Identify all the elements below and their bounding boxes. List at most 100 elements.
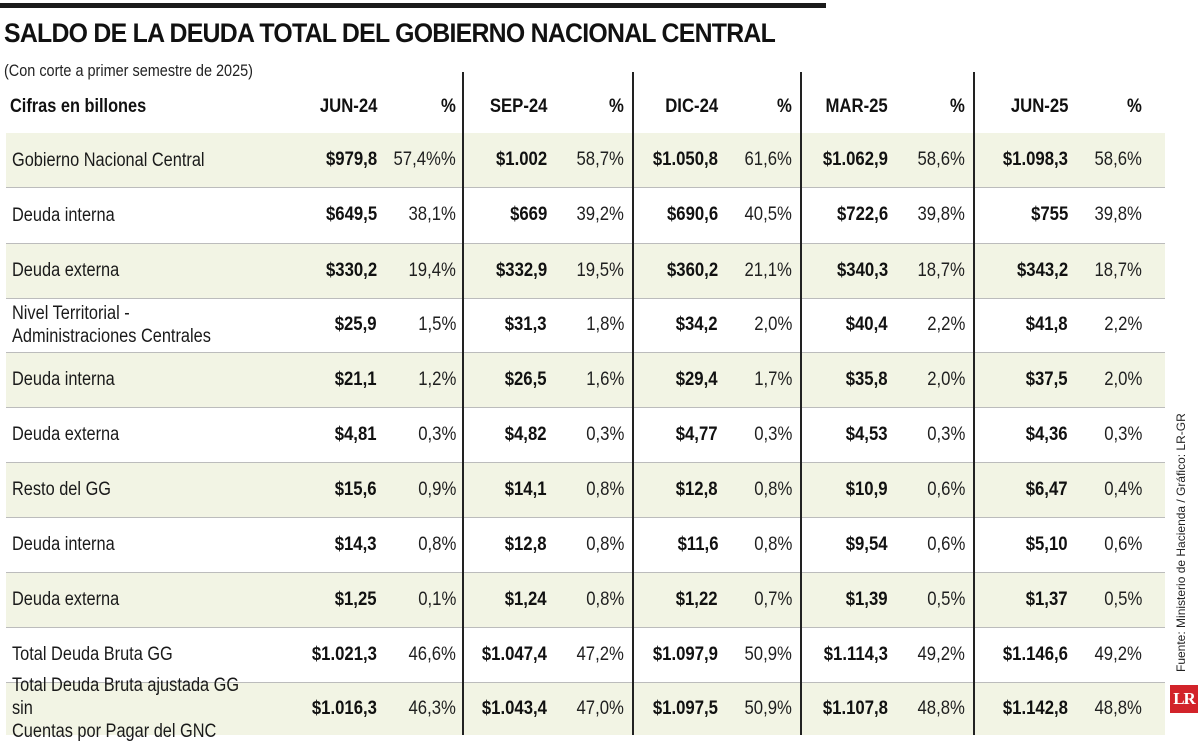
pct-cell: 0,4% [1103, 478, 1142, 500]
value-cell: $1.062,9 [822, 149, 888, 170]
value-cell: $722,6 [836, 204, 888, 225]
row-label: Resto del GG [12, 479, 111, 500]
pct-cell: 2,0% [926, 368, 965, 390]
value-cell: $15,6 [335, 478, 377, 500]
pct-cell: 2,0% [1103, 368, 1142, 390]
value-cell: $1.098,3 [1002, 149, 1068, 170]
value-cell: $12,8 [676, 478, 718, 500]
pct-cell: 18,7% [1094, 259, 1142, 281]
value-cell: $6,47 [1026, 478, 1068, 500]
pct-cell: 2,2% [926, 314, 965, 335]
chart-subtitle: (Con corte a primer semestre de 2025) [4, 61, 253, 80]
top-rule [0, 3, 826, 8]
header-pct: % [950, 96, 965, 117]
value-cell: $26,5 [505, 368, 547, 390]
pct-cell: 57,4%% [393, 149, 456, 170]
pct-cell: 0,5% [1103, 588, 1142, 610]
pct-cell: 0,6% [926, 478, 965, 500]
pct-cell: 1,2% [417, 368, 456, 390]
pct-cell: 46,3% [408, 697, 456, 719]
pct-cell: 0,5% [926, 588, 965, 610]
value-cell: $1.142,8 [1002, 697, 1068, 719]
pct-cell: 48,8% [1094, 697, 1142, 719]
pct-cell: 0,1% [417, 588, 456, 610]
value-cell: $25,9 [335, 314, 377, 335]
table-row [6, 682, 1165, 735]
pct-cell: 49,2% [1094, 643, 1142, 665]
row-label: Total Deuda Bruta GG [12, 644, 173, 665]
value-cell: $4,77 [676, 423, 718, 445]
header-period-jun-24: JUN-24 [319, 96, 377, 117]
row-label: Gobierno Nacional Central [12, 149, 205, 171]
row-divider [6, 187, 1165, 188]
row-label: Deuda externa [12, 260, 120, 281]
row-divider [6, 298, 1165, 299]
row-label: Deuda externa [12, 589, 120, 610]
lr-logo: LR [1170, 685, 1198, 713]
pct-cell: 18,7% [917, 259, 965, 281]
pct-cell: 1,6% [585, 368, 624, 390]
value-cell: $1.002 [495, 149, 547, 170]
pct-cell: 0,8% [417, 533, 456, 555]
row-label: Nivel Territorial - Administraciones Cen… [12, 303, 211, 347]
value-cell: $360,2 [666, 259, 718, 281]
row-label: Deuda interna [12, 204, 115, 226]
value-cell: $12,8 [505, 533, 547, 555]
value-cell: $1.107,8 [822, 697, 888, 719]
value-cell: $21,1 [335, 368, 377, 390]
value-cell: $1,22 [676, 588, 718, 610]
pct-cell: 38,1% [408, 204, 456, 225]
units-label: Cifras en billones [10, 96, 147, 117]
value-cell: $332,9 [495, 259, 547, 281]
header-period-mar-25: MAR-25 [825, 96, 888, 117]
value-cell: $1.043,4 [481, 697, 547, 719]
value-cell: $1.047,4 [481, 643, 547, 665]
pct-cell: 0,3% [926, 423, 965, 445]
pct-cell: 0,8% [585, 478, 624, 500]
value-cell: $1,37 [1026, 588, 1068, 610]
value-cell: $1.097,9 [652, 643, 718, 665]
table-row [6, 462, 1165, 517]
pct-cell: 0,3% [585, 423, 624, 445]
value-cell: $37,5 [1026, 368, 1068, 390]
pct-cell: 19,4% [408, 259, 456, 281]
header-pct: % [441, 96, 456, 117]
header-pct: % [609, 96, 624, 117]
pct-cell: 0,6% [1103, 533, 1142, 555]
header-pct: % [1127, 96, 1142, 117]
value-cell: $1,24 [505, 588, 547, 610]
pct-cell: 1,5% [417, 314, 456, 335]
value-cell: $14,1 [505, 478, 547, 500]
row-divider [6, 572, 1165, 573]
row-label: Deuda externa [12, 424, 120, 445]
value-cell: $4,53 [846, 423, 888, 445]
column-divider [632, 72, 634, 735]
value-cell: $29,4 [676, 368, 718, 390]
row-divider [6, 462, 1165, 463]
row-label: Deuda interna [12, 534, 115, 555]
value-cell: $755 [1030, 204, 1068, 225]
value-cell: $649,5 [325, 204, 377, 225]
column-divider [973, 72, 975, 735]
column-divider [800, 72, 802, 735]
row-divider [6, 627, 1165, 628]
value-cell: $31,3 [505, 314, 547, 335]
value-cell: $340,3 [836, 259, 888, 281]
pct-cell: 1,8% [585, 314, 624, 335]
value-cell: $979,8 [325, 149, 377, 170]
value-cell: $690,6 [666, 204, 718, 225]
table-row [6, 243, 1165, 298]
value-cell: $1,39 [846, 588, 888, 610]
header-period-jun-25: JUN-25 [1010, 96, 1068, 117]
source-note: Fuente: Ministerio de Hacienda / Gráfico… [1174, 413, 1188, 672]
value-cell: $669 [509, 204, 547, 225]
table-row [6, 572, 1165, 627]
pct-cell: 2,0% [753, 314, 792, 335]
pct-cell: 58,7% [576, 149, 624, 170]
header-period-sep-24: SEP-24 [489, 96, 547, 117]
pct-cell: 46,6% [408, 643, 456, 665]
row-divider [6, 243, 1165, 244]
value-cell: $1.016,3 [311, 697, 377, 719]
row-divider [6, 517, 1165, 518]
value-cell: $1.021,3 [311, 643, 377, 665]
